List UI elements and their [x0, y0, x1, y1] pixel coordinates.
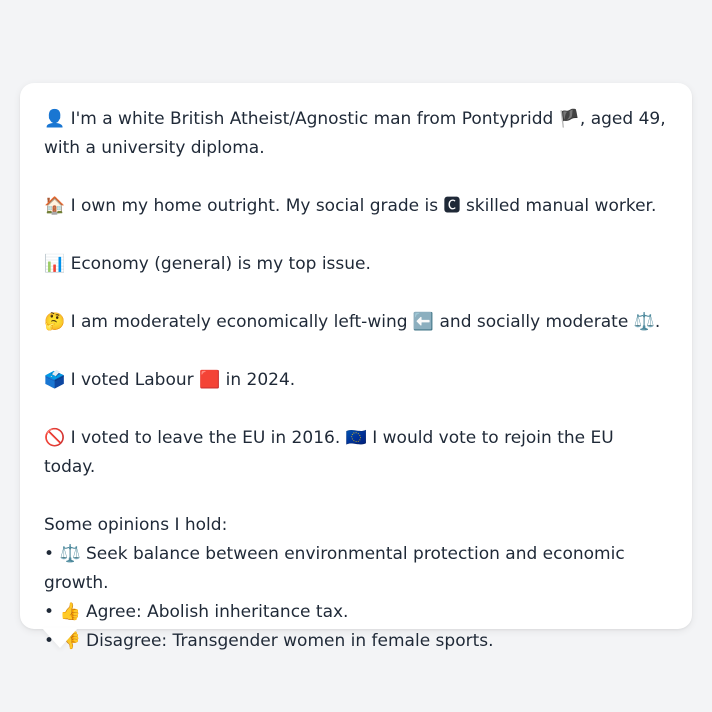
grade-c-icon: 🅲	[443, 196, 461, 216]
vote-paragraph: 🗳️ I voted Labour 🟥 in 2024.	[44, 366, 668, 395]
eu-text-2: I would vote to rejoin the EU today.	[44, 428, 614, 477]
issue-paragraph: 📊 Economy (general) is my top issue.	[44, 250, 668, 279]
vote-text-1: I voted Labour	[70, 370, 194, 390]
opinion-text: Agree: Abolish inheritance tax.	[86, 602, 349, 622]
position-text-2: and socially moderate	[439, 312, 629, 332]
opinions-heading: Some opinions I hold:	[44, 515, 228, 535]
opinion-item: • 👎 Disagree: Transgender women in femal…	[44, 627, 668, 656]
person-icon: 👤	[44, 109, 66, 129]
bullet: •	[44, 544, 55, 564]
bullet: •	[44, 602, 55, 622]
thumbs-up-icon: 👍	[59, 602, 81, 622]
identity-text-3: with a university diploma.	[44, 138, 265, 158]
opinions-list: • ⚖️ Seek balance between environmental …	[44, 540, 668, 656]
opinion-text: Seek balance between environmental prote…	[44, 544, 625, 593]
wales-flag-icon: 🏴	[558, 109, 580, 129]
identity-text-2: , aged 49,	[579, 109, 666, 129]
eu-text-1: I voted to leave the EU in 2016.	[70, 428, 341, 448]
position-text-3: .	[654, 312, 661, 332]
identity-text-1: I'm a white British Atheist/Agnostic man…	[70, 109, 554, 129]
identity-paragraph: 👤 I'm a white British Atheist/Agnostic m…	[44, 105, 668, 163]
home-text-1: I own my home outright. My social grade …	[70, 196, 439, 216]
eu-flag-icon: 🇪🇺	[345, 428, 367, 448]
bubble-tail	[42, 628, 78, 648]
position-text-1: I am moderately economically left-wing	[70, 312, 408, 332]
home-paragraph: 🏠 I own my home outright. My social grad…	[44, 192, 668, 221]
balance-scale-icon: ⚖️	[59, 544, 81, 564]
eu-paragraph: 🚫 I voted to leave the EU in 2016. 🇪🇺 I …	[44, 424, 668, 482]
persona-message-bubble: 👤 I'm a white British Atheist/Agnostic m…	[20, 83, 692, 651]
prohibited-icon: 🚫	[44, 428, 66, 448]
home-text-2: skilled manual worker.	[465, 196, 657, 216]
ballot-box-icon: 🗳️	[44, 370, 66, 390]
chart-icon: 📊	[44, 254, 66, 274]
opinion-item: • 👍 Agree: Abolish inheritance tax.	[44, 598, 668, 627]
house-icon: 🏠	[44, 196, 66, 216]
balance-scale-icon: ⚖️	[633, 312, 655, 332]
opinion-item: • ⚖️ Seek balance between environmental …	[44, 540, 668, 598]
thinking-face-icon: 🤔	[44, 312, 66, 332]
issue-text: Economy (general) is my top issue.	[70, 254, 371, 274]
red-square-icon: 🟥	[199, 370, 221, 390]
vote-text-2: in 2024.	[225, 370, 296, 390]
position-paragraph: 🤔 I am moderately economically left-wing…	[44, 308, 668, 337]
opinion-text: Disagree: Transgender women in female sp…	[86, 631, 494, 651]
left-arrow-icon: ⬅️	[412, 312, 435, 332]
